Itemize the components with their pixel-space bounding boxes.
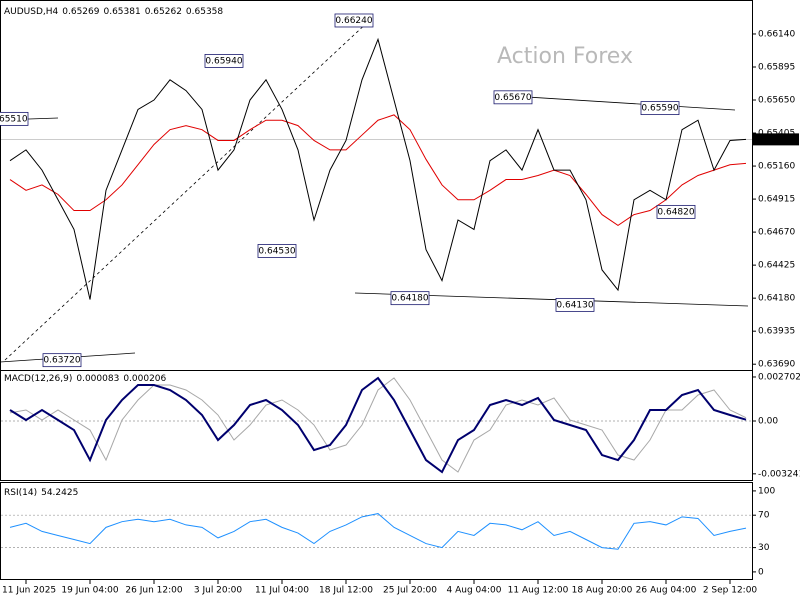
y-tick-label: 0.00 bbox=[758, 417, 778, 427]
price-annotation: 0.63720 bbox=[43, 356, 80, 366]
price-annotation-box bbox=[656, 204, 696, 219]
trend-line bbox=[4, 19, 371, 361]
price-annotation: 0.65670 bbox=[494, 93, 531, 103]
x-tick-label: 11 Aug 12:00 bbox=[508, 586, 569, 596]
x-tick-label: 25 Jul 20:00 bbox=[383, 586, 437, 596]
y-tick-label: 0 bbox=[758, 567, 764, 577]
trend-line bbox=[494, 94, 736, 111]
x-tick-label: 11 Jun 2025 bbox=[2, 586, 56, 596]
panel-header: RSI(14) 54.2425 bbox=[4, 488, 78, 498]
header-value: 0.000206 bbox=[123, 374, 166, 384]
panel-title: AUDUSD,H4 bbox=[4, 7, 59, 17]
series-line bbox=[9, 376, 747, 474]
y-tick-label: 0.63690 bbox=[758, 360, 795, 370]
y-tick-label: 0.63935 bbox=[758, 327, 795, 337]
panel-header: MACD(12,26,9) 0.000083 0.000206 bbox=[4, 374, 167, 384]
price-annotation: 0.64820 bbox=[657, 207, 694, 217]
x-tick-label: 18 Aug 20:00 bbox=[572, 586, 633, 596]
last-price-box bbox=[753, 133, 799, 146]
price-annotation: 0.65590 bbox=[641, 104, 678, 114]
x-tick-label: 11 Jul 04:00 bbox=[255, 586, 309, 596]
series-line bbox=[9, 37, 747, 300]
x-tick-label: 2 Sep 12:00 bbox=[703, 586, 758, 596]
macd-panel bbox=[0, 370, 753, 481]
price-annotation-box bbox=[204, 54, 244, 68]
series-line bbox=[9, 513, 747, 550]
price-annotation-box bbox=[42, 353, 82, 368]
y-tick-label: 0.002702 bbox=[758, 372, 800, 382]
price-annotation-box bbox=[555, 297, 595, 312]
header-value: 0.65381 bbox=[103, 7, 140, 17]
y-tick-label: 30 bbox=[758, 543, 770, 553]
rsi-panel bbox=[0, 482, 753, 580]
price-annotation-box bbox=[390, 291, 430, 306]
header-value: 0.65262 bbox=[145, 7, 182, 17]
x-tick-label: 26 Jun 12:00 bbox=[125, 586, 182, 596]
y-tick-label: 0.64425 bbox=[758, 261, 795, 271]
y-tick-label: 0.64915 bbox=[758, 195, 795, 205]
x-tick-label: 4 Aug 04:00 bbox=[447, 586, 502, 596]
series-line bbox=[9, 114, 747, 226]
price-annotation-box bbox=[640, 101, 680, 116]
y-tick-label: 70 bbox=[758, 511, 770, 521]
price-annotation: 0.64130 bbox=[556, 300, 593, 310]
y-tick-label: 0.65650 bbox=[758, 96, 795, 106]
panel-title: MACD(12,26,9) bbox=[4, 374, 72, 384]
price-panel bbox=[0, 0, 753, 371]
price-annotation: 0.66240 bbox=[335, 16, 372, 26]
price-annotation: 0.65940 bbox=[205, 56, 242, 66]
price-annotation-box bbox=[493, 90, 533, 105]
price-annotation: 0.65510 bbox=[0, 114, 28, 124]
panel-title: RSI(14) bbox=[4, 488, 37, 498]
y-tick-label: -0.003241 bbox=[758, 469, 800, 479]
watermark: Action Forex bbox=[497, 44, 633, 69]
price-annotation-box bbox=[257, 244, 297, 258]
x-tick-label: 26 Aug 04:00 bbox=[636, 586, 697, 596]
y-tick-label: 0.65160 bbox=[758, 162, 795, 172]
header-value: 0.000083 bbox=[76, 374, 119, 384]
y-tick-label: 0.64670 bbox=[758, 228, 795, 238]
y-tick-label: 100 bbox=[758, 486, 775, 496]
x-tick-label: 3 Jul 20:00 bbox=[194, 586, 243, 596]
x-tick-label: 19 Jun 04:00 bbox=[61, 586, 118, 596]
x-tick-label: 18 Jul 12:00 bbox=[319, 586, 373, 596]
header-value: 54.2425 bbox=[41, 488, 78, 498]
y-tick-label: 0.65895 bbox=[758, 62, 795, 72]
header-value: 0.65269 bbox=[62, 7, 99, 17]
price-annotation: 0.64530 bbox=[258, 246, 295, 256]
last-price-label: 0.65358 bbox=[757, 135, 794, 145]
series-line bbox=[9, 377, 747, 473]
price-annotation: 0.64180 bbox=[391, 294, 428, 304]
y-tick-label: 0.66140 bbox=[758, 29, 795, 39]
header-value: 0.65358 bbox=[186, 7, 223, 17]
panel-header: AUDUSD,H4 0.65269 0.65381 0.65262 0.65358 bbox=[4, 7, 223, 17]
price-annotation-box bbox=[334, 13, 374, 28]
y-tick-label: 0.64180 bbox=[758, 294, 795, 304]
price-annotation-box bbox=[0, 111, 29, 126]
